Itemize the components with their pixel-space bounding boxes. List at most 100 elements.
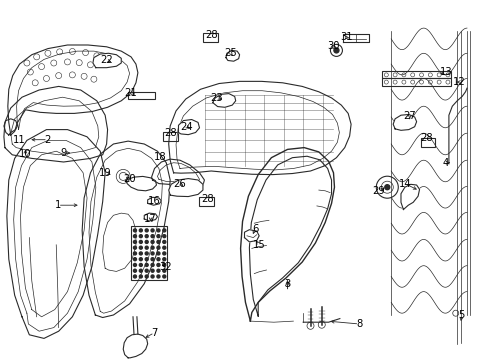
Text: 28: 28 [419, 132, 432, 143]
Circle shape [157, 269, 160, 272]
Circle shape [163, 240, 165, 243]
Circle shape [145, 258, 148, 261]
Bar [382, 71, 450, 78]
Text: 27: 27 [403, 111, 415, 121]
Circle shape [163, 258, 165, 261]
Circle shape [333, 48, 338, 53]
Polygon shape [244, 230, 259, 242]
Text: 18: 18 [154, 152, 166, 162]
Circle shape [163, 275, 165, 278]
Text: 25: 25 [224, 48, 237, 58]
Text: 15: 15 [252, 240, 265, 250]
Text: 20: 20 [123, 174, 136, 184]
Text: 3: 3 [284, 279, 290, 289]
Circle shape [151, 229, 154, 232]
Circle shape [151, 240, 154, 243]
Text: 10: 10 [19, 149, 32, 159]
Circle shape [384, 185, 389, 190]
Polygon shape [343, 34, 368, 42]
Circle shape [163, 252, 165, 255]
Circle shape [157, 275, 160, 278]
Circle shape [157, 246, 160, 249]
Circle shape [163, 269, 165, 272]
Text: 14: 14 [398, 179, 410, 189]
Polygon shape [392, 114, 416, 130]
Circle shape [133, 258, 136, 261]
Polygon shape [400, 184, 419, 210]
Text: 30: 30 [326, 41, 339, 51]
Text: 21: 21 [124, 88, 137, 98]
Circle shape [145, 235, 148, 238]
Text: 12: 12 [452, 77, 465, 87]
Circle shape [139, 264, 142, 266]
Bar [128, 92, 155, 99]
Circle shape [157, 252, 160, 255]
Circle shape [151, 246, 154, 249]
Circle shape [163, 246, 165, 249]
Circle shape [133, 235, 136, 238]
Text: 9: 9 [60, 148, 67, 158]
Polygon shape [168, 179, 203, 197]
Text: 4: 4 [442, 158, 448, 168]
Circle shape [163, 235, 165, 238]
Circle shape [157, 240, 160, 243]
Circle shape [133, 275, 136, 278]
Circle shape [139, 275, 142, 278]
Text: 6: 6 [251, 224, 258, 234]
Circle shape [145, 240, 148, 243]
Circle shape [157, 258, 160, 261]
Polygon shape [178, 120, 199, 135]
Text: 28: 28 [204, 30, 217, 40]
Text: 11: 11 [13, 135, 26, 145]
Circle shape [139, 269, 142, 272]
Text: 22: 22 [100, 55, 113, 66]
Circle shape [151, 235, 154, 238]
Text: 7: 7 [151, 328, 158, 338]
Circle shape [139, 252, 142, 255]
Bar [131, 226, 167, 280]
Circle shape [145, 264, 148, 266]
Text: 28: 28 [201, 194, 213, 204]
Text: 23: 23 [209, 93, 222, 103]
Circle shape [145, 229, 148, 232]
Polygon shape [147, 197, 161, 205]
Circle shape [139, 258, 142, 261]
Circle shape [133, 252, 136, 255]
Text: 19: 19 [99, 168, 112, 178]
Circle shape [133, 269, 136, 272]
Text: 1: 1 [54, 200, 61, 210]
Circle shape [163, 229, 165, 232]
Circle shape [139, 246, 142, 249]
Polygon shape [93, 53, 121, 68]
Circle shape [139, 235, 142, 238]
Circle shape [145, 246, 148, 249]
Circle shape [163, 264, 165, 266]
Text: 17: 17 [144, 214, 157, 224]
Circle shape [133, 229, 136, 232]
Text: 13: 13 [439, 67, 451, 77]
Circle shape [151, 252, 154, 255]
Bar [382, 78, 450, 86]
Text: 2: 2 [44, 135, 51, 145]
Text: 32: 32 [159, 262, 171, 272]
Circle shape [133, 264, 136, 266]
Circle shape [139, 240, 142, 243]
Circle shape [151, 275, 154, 278]
Circle shape [133, 246, 136, 249]
Text: 29: 29 [372, 186, 385, 196]
Circle shape [157, 235, 160, 238]
Text: 8: 8 [356, 319, 362, 329]
Polygon shape [212, 94, 235, 107]
Polygon shape [144, 213, 157, 221]
Circle shape [145, 269, 148, 272]
Circle shape [151, 264, 154, 266]
Text: 16: 16 [147, 196, 160, 206]
Text: 31: 31 [339, 32, 352, 42]
Circle shape [157, 264, 160, 266]
Circle shape [139, 229, 142, 232]
Circle shape [157, 229, 160, 232]
Circle shape [145, 252, 148, 255]
Text: 28: 28 [163, 128, 176, 138]
Circle shape [145, 275, 148, 278]
Polygon shape [225, 50, 239, 61]
